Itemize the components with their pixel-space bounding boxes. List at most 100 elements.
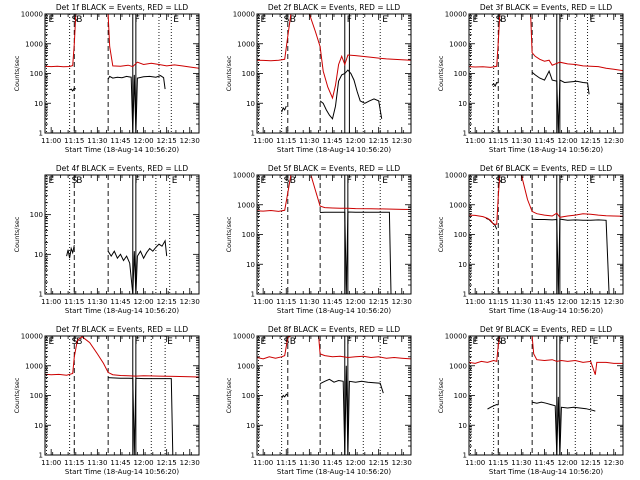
x-tick-label: 12:30 (604, 459, 624, 467)
chart-panel-1: Det 1f BLACK = Events, RED = LLDESBFE110… (13, 3, 200, 154)
plot-frame (468, 13, 624, 134)
marker-label: F (347, 176, 352, 186)
chart-panel-2: Det 2f BLACK = Events, RED = LLDESBFE110… (225, 3, 412, 154)
y-axis-label: Counts/sec (437, 55, 445, 91)
x-tick-label: 11:45 (110, 459, 130, 467)
x-tick-label: 11:00 (41, 298, 61, 306)
marker-label: F (135, 15, 140, 25)
y-tick-label: 100 (30, 211, 43, 219)
y-tick-label: 1 (463, 452, 467, 460)
plot-frame (44, 174, 200, 295)
marker-label: F (559, 176, 564, 186)
series-line-1 (487, 396, 596, 455)
x-tick-label: 11:00 (253, 137, 273, 145)
marker-label: E (382, 176, 388, 186)
marker-label: E (382, 337, 388, 347)
x-tick-label: 12:00 (345, 137, 365, 145)
marker-label: B (290, 337, 296, 347)
marker-label: F (559, 15, 564, 25)
marker-label: B (290, 15, 296, 25)
x-tick-label: 11:30 (87, 137, 107, 145)
y-axis-label: Counts/sec (13, 55, 21, 91)
y-tick-label: 100 (242, 70, 255, 78)
y-tick-label: 10 (34, 100, 43, 108)
x-tick-label: 11:15 (276, 137, 296, 145)
y-tick-label: 10000 (21, 333, 43, 341)
y-tick-label: 100 (454, 392, 467, 400)
y-tick-label: 10000 (445, 172, 467, 180)
x-tick-label: 11:45 (110, 298, 130, 306)
series-line-2 (257, 336, 411, 360)
x-tick-label: 11:00 (465, 459, 485, 467)
chart-title: Det 2f BLACK = Events, RED = LLD (268, 3, 401, 12)
x-tick-label: 12:00 (133, 459, 153, 467)
x-tick-label: 12:00 (133, 137, 153, 145)
y-tick-label: 10 (458, 261, 467, 269)
y-tick-label: 10000 (233, 172, 255, 180)
y-tick-label: 10 (34, 251, 43, 259)
series-line-2 (469, 336, 623, 375)
series-line-1 (320, 211, 392, 294)
marker-label: F (135, 337, 140, 347)
series-line-2 (469, 175, 623, 225)
y-tick-label: 1 (463, 291, 467, 299)
x-axis-label: Start Time (18-Aug-14 10:56:20) (277, 307, 391, 315)
y-tick-label: 1000 (237, 40, 255, 48)
chart-title: Det 1f BLACK = Events, RED = LLD (56, 3, 189, 12)
marker-label: B (500, 15, 506, 25)
y-tick-label: 1000 (237, 362, 255, 370)
x-tick-label: 11:45 (534, 459, 554, 467)
x-tick-label: 11:30 (299, 137, 319, 145)
y-tick-label: 10000 (233, 333, 255, 341)
y-axis-label: Counts/sec (225, 377, 233, 413)
y-tick-label: 1 (463, 130, 467, 138)
y-tick-label: 10 (458, 100, 467, 108)
series-line-2 (257, 14, 411, 100)
x-tick-label: 12:15 (369, 137, 389, 145)
plot-frame (256, 174, 412, 295)
y-tick-label: 10 (34, 422, 43, 430)
chart-panel-4: Det 4f BLACK = Events, RED = LLDESBFE110… (13, 164, 200, 315)
y-tick-label: 10000 (21, 11, 43, 19)
y-tick-label: 1 (39, 130, 43, 138)
x-tick-label: 11:30 (299, 298, 319, 306)
y-tick-label: 100 (454, 70, 467, 78)
x-axis-label: Start Time (18-Aug-14 10:56:20) (277, 468, 391, 476)
series-line-1 (281, 365, 384, 455)
marker-label: F (559, 337, 564, 347)
x-tick-label: 11:00 (465, 298, 485, 306)
y-tick-label: 10 (246, 100, 255, 108)
y-tick-label: 1000 (449, 40, 467, 48)
x-axis-label: Start Time (18-Aug-14 10:56:20) (65, 146, 179, 154)
series-line-2 (45, 336, 199, 378)
x-tick-label: 11:45 (534, 137, 554, 145)
x-tick-label: 11:15 (276, 459, 296, 467)
y-tick-label: 10 (246, 261, 255, 269)
y-tick-label: 100 (30, 392, 43, 400)
x-tick-label: 12:30 (604, 137, 624, 145)
x-axis-label: Start Time (18-Aug-14 10:56:20) (277, 146, 391, 154)
x-tick-label: 11:15 (276, 298, 296, 306)
marker-label: B (76, 337, 82, 347)
series-line-1 (66, 239, 168, 294)
x-tick-label: 12:15 (157, 459, 177, 467)
x-tick-label: 11:15 (488, 137, 508, 145)
x-tick-label: 12:15 (581, 137, 601, 145)
x-axis-label: Start Time (18-Aug-14 10:56:20) (489, 146, 603, 154)
x-tick-label: 11:00 (465, 137, 485, 145)
x-tick-label: 12:00 (345, 298, 365, 306)
y-tick-label: 1 (251, 291, 255, 299)
x-tick-label: 12:15 (157, 298, 177, 306)
y-tick-label: 1000 (25, 362, 43, 370)
marker-label: B (290, 176, 296, 186)
y-tick-label: 1000 (237, 201, 255, 209)
plot-frame (44, 335, 200, 456)
series-line-1 (69, 74, 166, 133)
marker-label: E (167, 337, 173, 347)
chart-panel-5: Det 5f BLACK = Events, RED = LLDESBFE110… (225, 164, 412, 315)
marker-label: E (173, 15, 179, 25)
chart-panel-7: Det 7f BLACK = Events, RED = LLDESBFE110… (13, 325, 200, 476)
x-tick-label: 11:30 (87, 298, 107, 306)
x-axis-label: Start Time (18-Aug-14 10:56:20) (65, 468, 179, 476)
marker-label: B (76, 15, 82, 25)
